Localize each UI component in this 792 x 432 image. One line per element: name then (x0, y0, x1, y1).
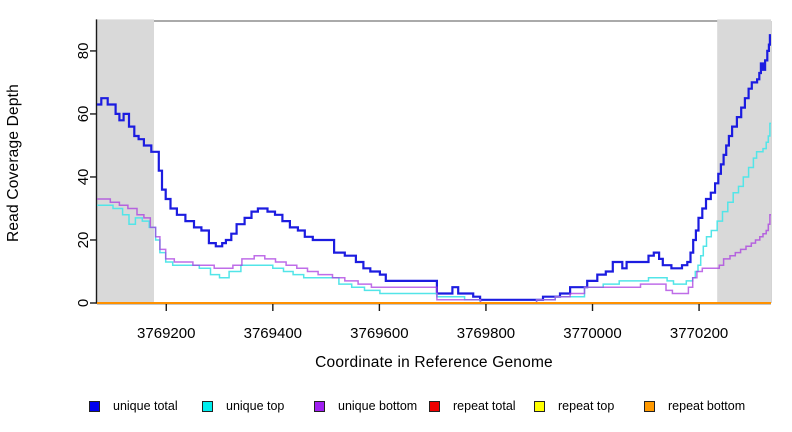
legend-label: repeat total (453, 399, 516, 413)
legend-label: repeat bottom (668, 399, 746, 413)
unique-top-swatch-icon (202, 400, 213, 412)
x-tick-label: 3770000 (563, 325, 621, 342)
x-tick-label: 3769200 (137, 325, 195, 342)
repeat-total-swatch-icon (429, 400, 440, 412)
series-line-unique-top (97, 122, 771, 304)
legend-item-unique-total: unique total (89, 398, 178, 414)
legend-item-repeat-top: repeat top (534, 398, 614, 414)
series-line-unique-total (97, 34, 771, 301)
repeat-bottom-swatch-icon (644, 400, 655, 412)
legend-item-unique-bottom: unique bottom (314, 398, 417, 414)
repeat-top-swatch-icon (534, 400, 545, 412)
legend-label: repeat top (558, 399, 615, 413)
y-tick-label: 80 (75, 43, 92, 60)
legend-item-unique-top: unique top (202, 398, 284, 414)
chart-legend: unique total unique top unique bottom re… (0, 398, 792, 418)
x-tick-label: 3769800 (457, 325, 515, 342)
x-axis-label: Coordinate in Reference Genome (315, 354, 553, 371)
x-tick-label: 3770200 (670, 325, 728, 342)
unique-bottom-swatch-icon (314, 400, 325, 412)
unique-total-swatch-icon (89, 400, 100, 412)
legend-label: unique bottom (338, 399, 418, 413)
legend-item-repeat-total: repeat total (429, 398, 516, 414)
y-tick-label: 0 (75, 299, 92, 307)
x-tick-label: 3769600 (350, 325, 408, 342)
y-tick-label: 60 (75, 106, 92, 123)
y-axis-label: Read Coverage Depth (5, 83, 22, 243)
legend-item-repeat-bottom: repeat bottom (644, 398, 745, 414)
legend-label: unique top (226, 399, 285, 413)
y-tick-label: 40 (75, 169, 92, 186)
y-tick-label: 20 (75, 232, 92, 249)
legend-label: unique total (113, 399, 178, 413)
series-line-unique-bottom (97, 198, 771, 304)
x-tick-label: 3769400 (244, 325, 302, 342)
